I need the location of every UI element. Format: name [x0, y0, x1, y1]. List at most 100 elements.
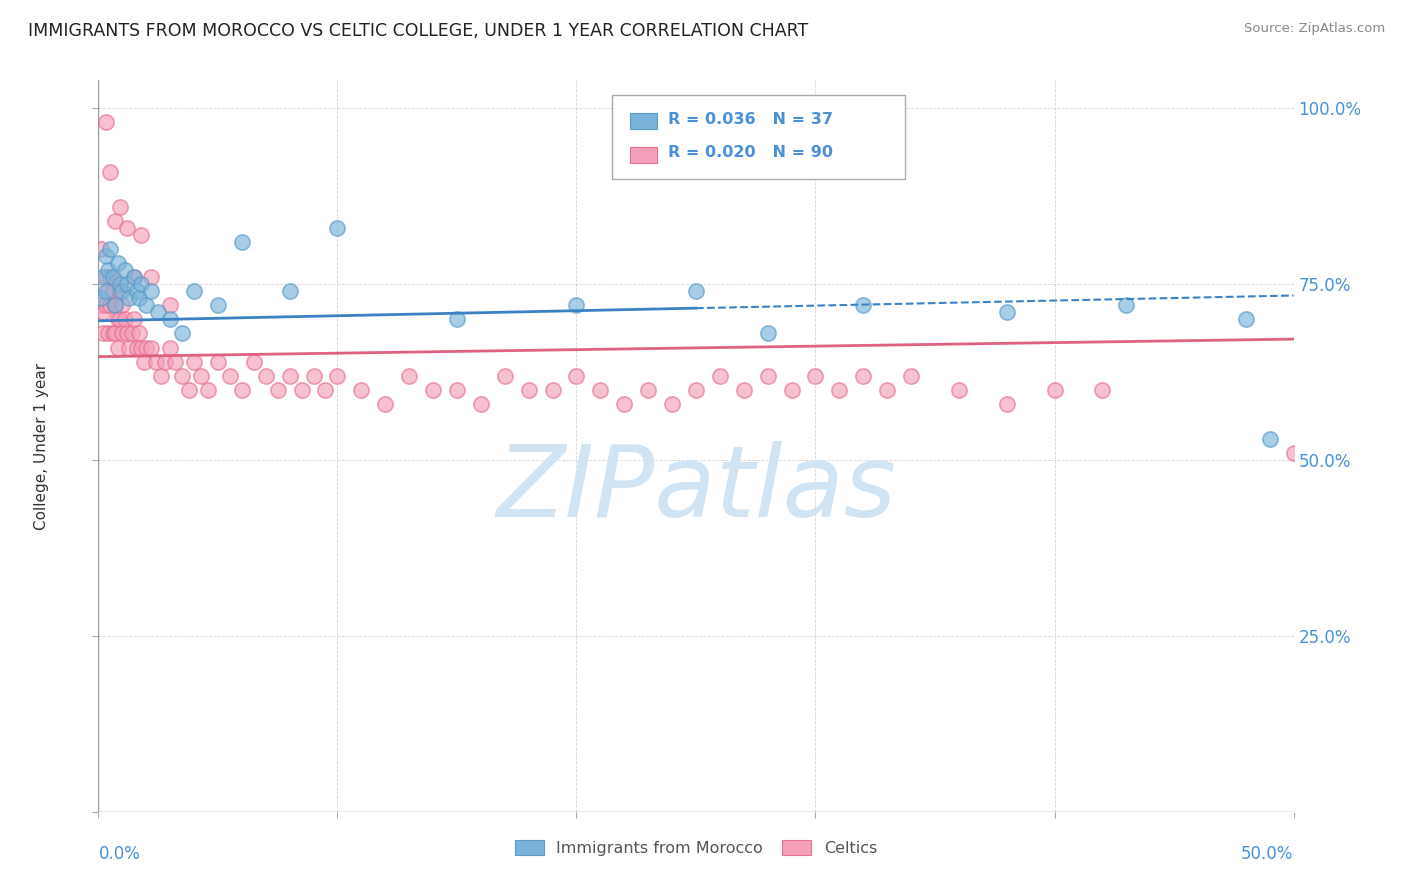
- Text: ZIPatlas: ZIPatlas: [496, 442, 896, 539]
- Point: [108, 200, 131, 214]
- Point: [125, 341, 148, 355]
- FancyBboxPatch shape: [613, 95, 905, 179]
- Point: [131, 277, 153, 292]
- Point: [254, 368, 277, 383]
- Point: [179, 383, 201, 397]
- Legend: Immigrants from Morocco, Celtics: Immigrants from Morocco, Celtics: [509, 834, 883, 863]
- Point: [278, 368, 301, 383]
- Point: [90, 298, 112, 312]
- Point: [828, 383, 851, 397]
- Point: [231, 383, 253, 397]
- Point: [852, 298, 875, 312]
- Point: [243, 354, 266, 368]
- Point: [565, 298, 588, 312]
- Point: [374, 397, 396, 411]
- Point: [207, 298, 229, 312]
- Point: [131, 227, 153, 242]
- Point: [111, 285, 134, 299]
- Point: [139, 285, 162, 299]
- Point: [159, 341, 181, 355]
- Point: [97, 285, 120, 299]
- Point: [114, 263, 136, 277]
- Point: [107, 256, 129, 270]
- Point: [661, 397, 683, 411]
- Point: [114, 312, 136, 326]
- Point: [159, 312, 181, 326]
- Point: [517, 383, 540, 397]
- Point: [149, 368, 172, 383]
- Point: [94, 298, 117, 312]
- Point: [494, 368, 516, 383]
- Text: 0.0%: 0.0%: [98, 845, 141, 863]
- Text: R = 0.036   N = 37: R = 0.036 N = 37: [668, 112, 834, 127]
- Point: [589, 383, 612, 397]
- Point: [291, 383, 314, 397]
- Point: [91, 305, 114, 319]
- Point: [101, 285, 124, 299]
- Point: [148, 305, 170, 319]
- Point: [326, 221, 349, 235]
- Point: [197, 383, 219, 397]
- Point: [124, 270, 146, 285]
- Point: [94, 115, 117, 129]
- Point: [94, 270, 117, 285]
- Point: [104, 326, 127, 341]
- Point: [995, 305, 1018, 319]
- Point: [302, 368, 325, 383]
- Point: [1043, 383, 1066, 397]
- Point: [91, 326, 114, 341]
- Point: [125, 285, 148, 299]
- Point: [139, 341, 162, 355]
- Point: [756, 368, 779, 383]
- Text: College, Under 1 year: College, Under 1 year: [34, 362, 49, 530]
- Point: [163, 354, 186, 368]
- Text: Source: ZipAtlas.com: Source: ZipAtlas.com: [1244, 22, 1385, 36]
- Point: [104, 298, 127, 312]
- Point: [101, 270, 124, 285]
- Point: [541, 383, 564, 397]
- FancyBboxPatch shape: [630, 113, 657, 129]
- Text: 50.0%: 50.0%: [1241, 845, 1294, 863]
- Point: [108, 312, 131, 326]
- Point: [637, 383, 659, 397]
- Point: [231, 235, 253, 249]
- Point: [1115, 298, 1137, 312]
- Point: [685, 285, 707, 299]
- Point: [98, 164, 122, 178]
- Point: [1091, 383, 1114, 397]
- Point: [132, 354, 155, 368]
- Point: [104, 298, 127, 312]
- Text: IMMIGRANTS FROM MOROCCO VS CELTIC COLLEGE, UNDER 1 YEAR CORRELATION CHART: IMMIGRANTS FROM MOROCCO VS CELTIC COLLEG…: [28, 22, 808, 40]
- Point: [111, 326, 134, 341]
- Point: [90, 242, 112, 256]
- Point: [108, 285, 131, 299]
- Point: [94, 285, 117, 299]
- Point: [422, 383, 444, 397]
- Point: [135, 298, 157, 312]
- Point: [207, 354, 229, 368]
- Point: [470, 397, 492, 411]
- Point: [446, 383, 468, 397]
- FancyBboxPatch shape: [630, 147, 657, 163]
- Point: [948, 383, 970, 397]
- Point: [121, 326, 143, 341]
- Point: [128, 326, 150, 341]
- Point: [90, 291, 112, 305]
- Point: [139, 270, 162, 285]
- Point: [98, 298, 122, 312]
- Point: [565, 368, 588, 383]
- Point: [1234, 312, 1257, 326]
- Point: [98, 270, 122, 285]
- Point: [172, 368, 194, 383]
- Point: [804, 368, 827, 383]
- Point: [183, 354, 205, 368]
- Point: [118, 341, 141, 355]
- Point: [98, 242, 122, 256]
- Point: [995, 397, 1018, 411]
- Point: [155, 354, 177, 368]
- Point: [756, 326, 779, 341]
- Point: [115, 277, 138, 292]
- Point: [97, 263, 120, 277]
- Point: [278, 285, 301, 299]
- Point: [709, 368, 731, 383]
